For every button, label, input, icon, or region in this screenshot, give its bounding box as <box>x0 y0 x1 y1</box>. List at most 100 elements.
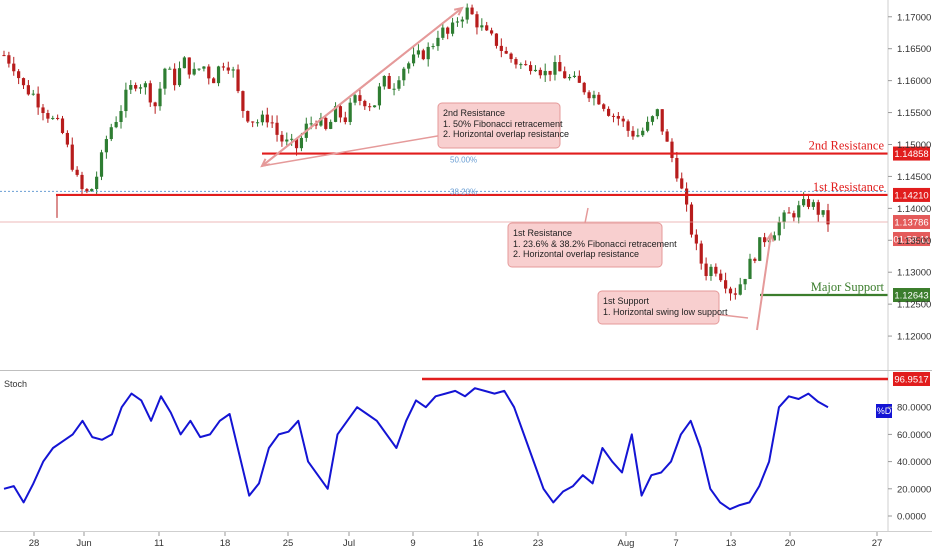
candle-body <box>80 174 84 190</box>
candle-body <box>724 280 728 289</box>
candle-body <box>553 62 557 75</box>
candle-body <box>255 122 260 124</box>
price-tick-label: 1.12500 <box>897 300 931 311</box>
candle-body <box>241 91 245 112</box>
candle-body <box>787 212 791 214</box>
candle-body <box>611 115 616 117</box>
candle-body <box>124 89 128 112</box>
candle-body <box>631 130 635 137</box>
candle-body <box>31 93 35 95</box>
candle-body <box>348 102 352 123</box>
candle-body <box>216 66 221 84</box>
price-tick-label: 1.12000 <box>897 332 931 343</box>
candle-body <box>475 14 479 28</box>
time-tick-label: 11 <box>154 538 164 549</box>
candle-body <box>148 83 152 103</box>
candle-body <box>460 19 464 22</box>
candle-body <box>704 263 708 277</box>
2nd-resistance-price-tag <box>893 146 930 161</box>
time-tick-label: Jul <box>343 538 355 549</box>
candle-body <box>728 288 733 294</box>
candle-body <box>231 69 235 71</box>
time-tick-label: 27 <box>872 538 883 549</box>
candle-body <box>26 85 30 95</box>
candle-body <box>821 210 825 215</box>
time-tick-label: Jun <box>76 538 91 549</box>
candle-body <box>567 76 572 79</box>
candle-body <box>119 111 123 123</box>
last-price-text: 1.13786 <box>894 218 928 229</box>
candle-body <box>772 235 776 241</box>
candle-body <box>411 54 416 64</box>
candle-body <box>60 118 65 133</box>
candle-body <box>782 212 786 223</box>
candle-body <box>514 59 518 65</box>
candle-body <box>563 71 567 79</box>
candle-body <box>12 63 16 72</box>
candle-body <box>324 117 328 129</box>
fib-50-label: 50.00% <box>450 156 477 165</box>
stoch-label: Stoch <box>4 379 27 389</box>
price-tick-label: 1.13500 <box>897 236 931 247</box>
candle-body <box>733 293 737 295</box>
candle-body <box>333 106 338 122</box>
candle-body <box>41 107 45 114</box>
bounce-arrow-head <box>765 231 775 242</box>
candle-body <box>758 237 762 261</box>
time-tick-label: 16 <box>473 538 484 549</box>
candle-body <box>543 70 547 76</box>
stoch-d-tag-label: %D <box>877 406 892 416</box>
candle-body <box>528 65 533 72</box>
stoch-d-line <box>3 387 829 511</box>
candle-body <box>509 53 513 60</box>
candle-body <box>489 30 494 34</box>
candle-body <box>602 104 606 109</box>
price-tick-label: 1.15500 <box>897 108 931 119</box>
stoch-tick-label: 60.0000 <box>897 430 931 441</box>
fib-38-label: 38.20% <box>450 187 477 196</box>
candle-body <box>499 45 503 51</box>
candle-body <box>753 258 757 261</box>
stoch-resistance-tag <box>893 372 930 386</box>
candle-body <box>709 266 713 277</box>
upswing-arrow-head <box>453 6 464 16</box>
candle-body <box>260 114 265 123</box>
price-candles <box>2 3 830 301</box>
stoch-tick-label: 80.0000 <box>897 403 931 414</box>
time-tick-label: 28 <box>29 538 40 549</box>
candle-body <box>470 7 474 15</box>
candle-body <box>114 122 118 128</box>
candle-body <box>75 169 79 175</box>
candle-body <box>226 67 230 71</box>
1st-resistance-title: 1st Resistance <box>513 228 572 238</box>
candle-body <box>202 66 206 69</box>
candle-body <box>104 139 108 153</box>
candle-body <box>358 95 362 101</box>
candle-body <box>680 178 684 189</box>
candle-body <box>826 210 830 225</box>
candle-body <box>548 70 552 75</box>
candle-body <box>51 117 55 119</box>
price-tick-label: 1.16500 <box>897 44 931 55</box>
candle-body <box>748 258 752 279</box>
candle-body <box>421 50 425 60</box>
1st-resistance-pointer <box>584 207 589 224</box>
1st-resistance-box <box>507 222 663 268</box>
candle-body <box>90 189 94 192</box>
candle-body <box>582 82 586 93</box>
candle-body <box>694 234 698 244</box>
candle-body <box>187 57 191 75</box>
candle-body <box>46 113 50 119</box>
candle-body <box>650 116 655 122</box>
candle-body <box>129 85 133 90</box>
1st-resistance-label: 1st Resistance <box>813 180 885 194</box>
candle-body <box>265 114 269 123</box>
candle-body <box>163 68 167 89</box>
candle-body <box>353 95 357 103</box>
candle-body <box>641 130 645 136</box>
candle-body <box>158 88 162 107</box>
time-tick-label: 23 <box>533 538 544 549</box>
